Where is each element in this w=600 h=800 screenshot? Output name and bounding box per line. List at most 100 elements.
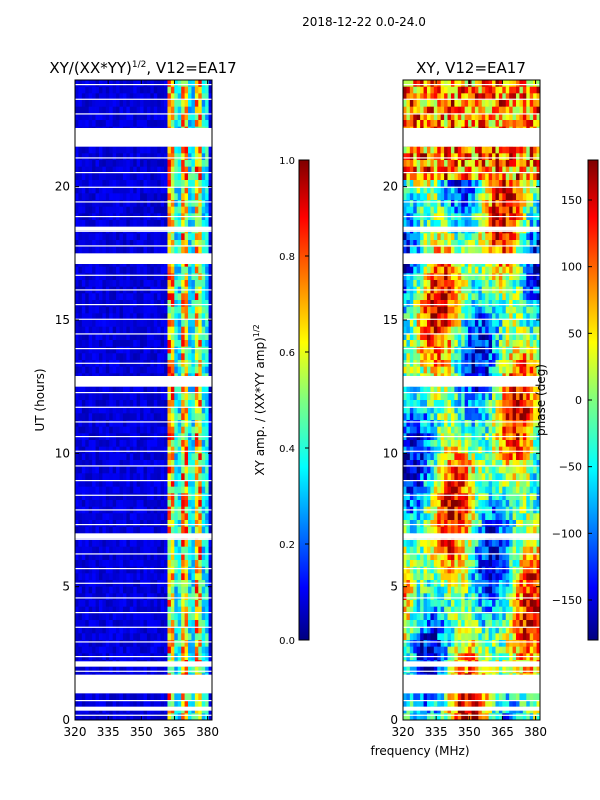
phase-cell [426, 206, 431, 214]
phase-cell [471, 100, 476, 108]
amplitude-cell [153, 86, 158, 94]
amplitude-cell [140, 186, 144, 194]
amplitude-cell [81, 193, 86, 201]
phase-cell [522, 206, 527, 214]
phase-cell [522, 193, 527, 201]
amplitude-cell [208, 466, 213, 474]
amplitude-cell [102, 100, 107, 108]
amplitude-cell [174, 166, 179, 174]
amplitude-cell [105, 160, 110, 168]
amplitude-cell [136, 120, 141, 128]
amplitude-cell [105, 273, 110, 281]
phase-cell [519, 160, 524, 168]
amplitude-cell [140, 573, 144, 581]
phase-cell [457, 113, 462, 121]
amplitude-cell [198, 306, 203, 314]
data-gap-line [75, 494, 212, 496]
amplitude-cell [198, 586, 203, 594]
amplitude-cell [181, 466, 185, 474]
phase-cell [533, 193, 537, 201]
phase-cell [502, 80, 507, 88]
phase-cell [522, 246, 527, 254]
data-gap-line [75, 670, 212, 672]
amplitude-cell [170, 300, 175, 308]
amplitude-cell [105, 560, 110, 568]
amplitude-cell [122, 100, 127, 108]
amplitude-cell [119, 306, 124, 314]
phase-cell [492, 180, 496, 188]
amplitude-cell [122, 220, 127, 228]
phase-cell [423, 240, 428, 248]
phase-cell [426, 120, 431, 128]
amplitude-cell [194, 553, 199, 561]
phase-cell [406, 173, 411, 181]
phase-cell [413, 160, 418, 168]
amplitude-cell [116, 246, 120, 254]
amplitude-cell [184, 466, 189, 474]
phase-cell [433, 193, 438, 201]
amplitude-cell [164, 326, 168, 334]
amplitude-cell [126, 320, 131, 328]
amplitude-cell [109, 246, 114, 254]
amplitude-cell [109, 540, 114, 548]
amplitude-cell [122, 246, 127, 254]
amplitude-cell [191, 180, 196, 188]
amplitude-cell [109, 486, 114, 494]
amplitude-cell [126, 353, 131, 361]
amplitude-cell [150, 453, 155, 461]
amplitude-cell [129, 346, 134, 354]
amplitude-cell [92, 100, 96, 108]
amplitude-cell [153, 593, 158, 601]
amplitude-cell [85, 633, 90, 641]
amplitude-cell [150, 480, 155, 488]
amplitude-cell [153, 700, 158, 708]
amplitude-cell [116, 413, 120, 421]
phase-cell [444, 86, 448, 94]
amplitude-cell [188, 353, 192, 361]
amplitude-cell [109, 633, 114, 641]
phase-cell [450, 166, 455, 174]
amplitude-cell [143, 326, 148, 334]
amplitude-cell [174, 666, 179, 674]
phase-cell [416, 120, 421, 128]
amplitude-cell [201, 200, 206, 208]
phase-cell [433, 173, 438, 181]
amplitude-cell [174, 346, 179, 354]
amplitude-cell [164, 333, 168, 341]
amplitude-cell [92, 233, 96, 241]
amplitude-cell [160, 453, 165, 461]
amplitude-panel: XY/(XX*YY)1/2, V12=EA17 320 335 350 365 3800… [33, 59, 237, 739]
amplitude-cell [157, 466, 162, 474]
phase-cell [406, 120, 411, 128]
amplitude-cell [170, 606, 175, 614]
amplitude-cell [198, 240, 203, 248]
amplitude-cell [208, 193, 213, 201]
phase-cell [468, 86, 472, 94]
amplitude-cell [126, 440, 131, 448]
amplitude-cell [75, 546, 79, 554]
phase-cell [505, 146, 510, 154]
amplitude-cell [92, 153, 96, 161]
phase-cell [471, 160, 476, 168]
amplitude-cell [136, 280, 141, 288]
amplitude-cell [122, 486, 127, 494]
amplitude-cell [119, 466, 124, 474]
amplitude-cell [75, 666, 79, 674]
amplitude-cell [105, 120, 110, 128]
phase-cell [509, 93, 513, 101]
amplitude-cell [205, 446, 209, 454]
amplitude-cell [136, 560, 141, 568]
amplitude-cell [133, 573, 138, 581]
amplitude-cell [153, 313, 158, 321]
data-gap-line [75, 641, 212, 643]
amplitude-cell [174, 560, 179, 568]
phase-cell [461, 186, 466, 194]
phase-cell [512, 86, 517, 94]
amplitude-cell [109, 326, 114, 334]
amplitude-cell [116, 186, 120, 194]
phase-cell [430, 120, 435, 128]
amplitude-cell [188, 206, 192, 214]
amplitude-cell [167, 86, 172, 94]
amplitude-cell [140, 713, 144, 721]
amplitude-cell [146, 233, 151, 241]
